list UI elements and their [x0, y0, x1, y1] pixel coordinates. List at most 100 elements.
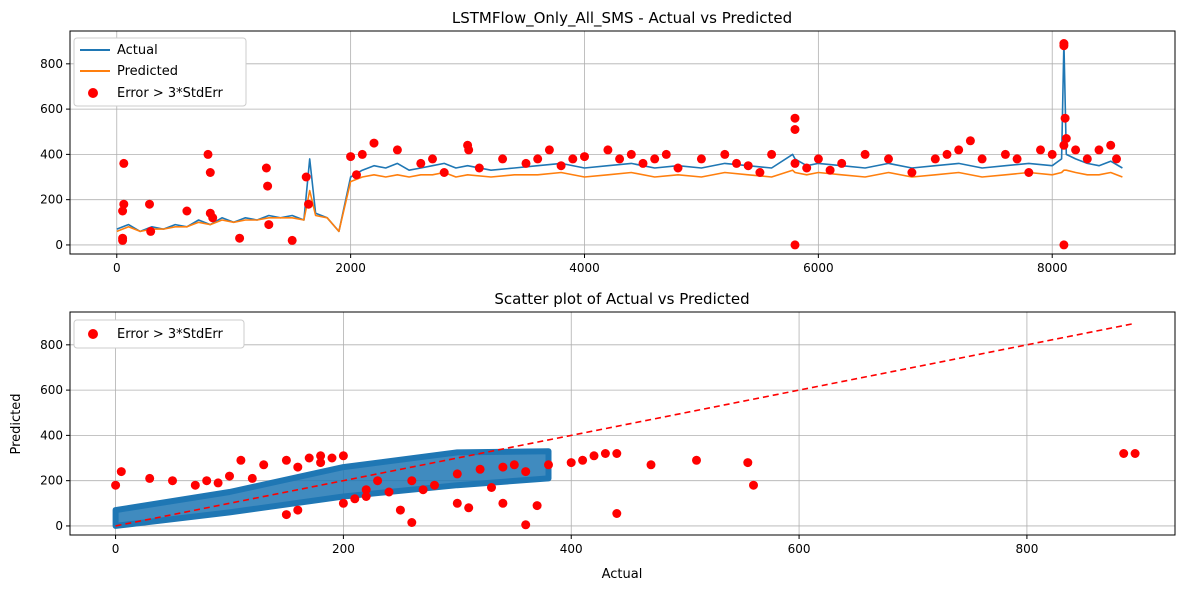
error-point — [638, 158, 648, 168]
error-point — [743, 161, 753, 171]
error-point — [346, 152, 356, 162]
scatter-band — [112, 448, 552, 529]
error-point — [1059, 140, 1069, 150]
bottom-ytick-label: 0 — [55, 519, 63, 533]
error-point — [498, 462, 508, 472]
error-point — [361, 485, 371, 495]
error-point — [247, 473, 257, 483]
error-point — [464, 503, 474, 513]
bottom-ticks: 0 200 400 600 800 0 200 400 600 800 — [40, 338, 1038, 556]
error-point — [392, 145, 402, 155]
top-ytick-label: 600 — [40, 102, 63, 116]
top-xtick-label: 2000 — [335, 261, 366, 275]
error-point — [264, 220, 274, 230]
top-xtick-label: 8000 — [1037, 261, 1068, 275]
error-point — [203, 149, 213, 159]
top-ytick-label: 200 — [40, 193, 63, 207]
error-point — [475, 464, 485, 474]
top-legend: Actual Predicted Error > 3*StdErr — [73, 37, 247, 107]
bottom-ytick-label: 600 — [40, 383, 63, 397]
error-point — [749, 480, 758, 490]
error-point — [568, 154, 578, 164]
error-point — [407, 476, 417, 486]
error-point — [146, 226, 156, 236]
error-point — [673, 163, 683, 173]
error-point — [357, 149, 367, 159]
error-point — [384, 487, 394, 497]
error-point — [190, 480, 200, 490]
error-point — [532, 501, 542, 511]
bottom-legend-error-label: Error > 3*StdErr — [117, 327, 224, 342]
error-point — [1112, 154, 1121, 164]
error-point — [1094, 145, 1104, 155]
error-point — [452, 498, 462, 508]
error-point — [661, 149, 671, 159]
error-point — [119, 158, 129, 168]
error-point — [1012, 154, 1022, 164]
error-point — [361, 492, 371, 501]
error-point — [316, 451, 326, 461]
top-xtick-label: 4000 — [569, 261, 600, 275]
error-point — [301, 172, 311, 182]
error-point — [767, 149, 777, 159]
error-point — [208, 213, 218, 223]
error-point — [236, 455, 246, 465]
bottom-xtick-label: 0 — [112, 542, 120, 556]
error-point — [1106, 140, 1116, 150]
error-point — [416, 158, 426, 168]
error-point — [430, 480, 439, 490]
legend-error-label: Error > 3*StdErr — [117, 86, 224, 101]
bottom-xlabel: Actual — [602, 567, 643, 582]
legend-actual-label: Actual — [117, 43, 158, 58]
error-point — [860, 149, 870, 159]
error-point — [182, 206, 192, 216]
error-point — [287, 235, 297, 245]
error-point — [1061, 134, 1071, 143]
error-point — [755, 168, 765, 177]
error-point — [650, 154, 660, 164]
error-point — [118, 206, 128, 216]
error-point — [281, 455, 291, 465]
error-point — [509, 460, 519, 470]
error-point — [1119, 449, 1129, 458]
error-point — [837, 158, 847, 168]
top-ytick-label: 800 — [40, 57, 63, 71]
error-point — [566, 458, 576, 468]
error-point — [235, 233, 245, 243]
error-point — [119, 199, 129, 209]
error-point — [259, 460, 269, 470]
error-point — [145, 473, 155, 483]
error-point — [884, 154, 893, 164]
error-point — [407, 518, 417, 527]
error-point — [118, 233, 128, 243]
error-point — [977, 154, 987, 164]
error-point — [790, 158, 800, 168]
bottom-ytick-label: 400 — [40, 428, 63, 442]
error-point — [790, 113, 800, 123]
bottom-chart: Scatter plot of Actual vs Predicted 0 200… — [9, 290, 1176, 582]
error-point — [474, 163, 484, 173]
error-point — [352, 170, 361, 180]
error-point — [145, 199, 154, 209]
top-chart: LSTMFlow_Only_All_SMS - Actual vs Predic… — [40, 9, 1176, 275]
error-point — [316, 458, 326, 468]
bottom-legend-error-marker — [88, 329, 98, 339]
error-point — [369, 138, 379, 148]
top-series — [116, 41, 1123, 233]
error-point — [612, 509, 622, 518]
error-point — [603, 145, 613, 155]
actual-line — [116, 41, 1123, 233]
bottom-scatter-band — [112, 448, 552, 529]
top-chart-title: LSTMFlow_Only_All_SMS - Actual vs Predic… — [452, 9, 792, 28]
error-point — [452, 469, 462, 479]
error-point — [813, 154, 823, 164]
error-point — [965, 136, 975, 146]
top-ticks: 0 2000 4000 6000 8000 0 200 400 600 800 — [40, 57, 1067, 275]
error-point — [304, 199, 313, 209]
error-point — [263, 181, 273, 191]
error-point — [1036, 145, 1045, 155]
top-xtick-label: 6000 — [803, 261, 834, 275]
error-point — [720, 149, 730, 159]
error-point — [942, 149, 952, 159]
error-point — [111, 480, 121, 490]
